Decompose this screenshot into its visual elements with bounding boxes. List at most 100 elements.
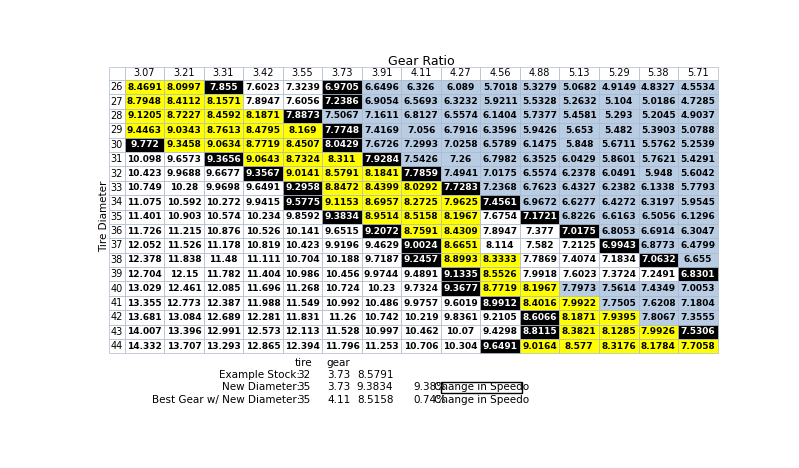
Bar	[362, 138, 401, 152]
Text: New Diameter:: New Diameter:	[221, 382, 300, 392]
Bar	[638, 253, 678, 267]
Bar	[109, 339, 125, 353]
Bar	[109, 296, 125, 310]
Bar	[204, 253, 243, 267]
Text: 4.9149: 4.9149	[601, 83, 636, 92]
Bar	[401, 109, 441, 123]
Text: 4.11: 4.11	[411, 68, 431, 79]
Text: 6.6914: 6.6914	[641, 227, 676, 235]
Bar	[480, 267, 520, 281]
Bar	[165, 281, 204, 296]
Bar	[362, 325, 401, 339]
Bar	[125, 95, 165, 109]
Text: 7.582: 7.582	[526, 241, 554, 250]
Text: 7.7859: 7.7859	[403, 169, 439, 178]
Bar	[599, 166, 638, 181]
Text: 5.0682: 5.0682	[562, 83, 597, 92]
Text: 5.9426: 5.9426	[523, 126, 557, 135]
Text: 12.281: 12.281	[246, 313, 280, 322]
Text: 27: 27	[111, 96, 123, 107]
Text: 12.085: 12.085	[206, 284, 240, 293]
Text: 6.4799: 6.4799	[680, 241, 715, 250]
Bar	[599, 253, 638, 267]
Text: 7.4561: 7.4561	[483, 198, 518, 207]
Bar	[441, 80, 480, 95]
Text: 3.21: 3.21	[173, 68, 195, 79]
Text: 11.988: 11.988	[245, 299, 280, 307]
Text: 12.689: 12.689	[206, 313, 240, 322]
Bar	[559, 339, 599, 353]
Bar	[441, 238, 480, 253]
Bar	[243, 267, 283, 281]
Text: 8.1967: 8.1967	[523, 284, 557, 293]
Bar	[441, 224, 480, 238]
Text: 14.332: 14.332	[127, 342, 162, 351]
Bar	[559, 138, 599, 152]
Text: 10.07: 10.07	[447, 327, 475, 336]
Text: 7.8947: 7.8947	[245, 97, 280, 106]
Bar	[678, 123, 718, 138]
Text: 9.3567: 9.3567	[245, 169, 280, 178]
Bar	[678, 80, 718, 95]
Text: 35: 35	[111, 212, 123, 222]
Bar	[322, 238, 362, 253]
Bar	[165, 166, 204, 181]
Text: 7.6754: 7.6754	[483, 212, 518, 221]
Text: 8.1784: 8.1784	[641, 342, 676, 351]
Text: 3.91: 3.91	[371, 68, 392, 79]
Text: 6.6163: 6.6163	[602, 212, 636, 221]
Bar	[520, 224, 559, 238]
Bar	[243, 67, 283, 80]
Bar	[638, 166, 678, 181]
Text: 7.7973: 7.7973	[562, 284, 597, 293]
Text: 8.7227: 8.7227	[166, 111, 201, 120]
Bar	[362, 339, 401, 353]
Text: 9.7187: 9.7187	[364, 256, 399, 264]
Bar	[109, 267, 125, 281]
Bar	[638, 296, 678, 310]
Text: 7.5426: 7.5426	[403, 154, 439, 164]
Bar	[322, 267, 362, 281]
Text: 8.7719: 8.7719	[245, 140, 280, 149]
Bar	[441, 152, 480, 166]
Bar	[125, 138, 165, 152]
Text: 7.0175: 7.0175	[483, 169, 518, 178]
Text: 14.007: 14.007	[127, 327, 161, 336]
Bar	[125, 253, 165, 267]
Bar	[243, 224, 283, 238]
Bar	[441, 195, 480, 210]
Bar	[441, 123, 480, 138]
Bar	[401, 138, 441, 152]
Bar	[125, 296, 165, 310]
Bar	[322, 95, 362, 109]
Bar	[283, 253, 322, 267]
Text: 6.5789: 6.5789	[483, 140, 518, 149]
Text: 7.9625: 7.9625	[443, 198, 478, 207]
Text: 5.7018: 5.7018	[483, 83, 518, 92]
Text: 10.749: 10.749	[127, 183, 162, 192]
Bar	[638, 339, 678, 353]
Text: 12.378: 12.378	[127, 256, 162, 264]
Bar	[204, 109, 243, 123]
Bar	[599, 152, 638, 166]
Bar	[520, 210, 559, 224]
Text: 12.865: 12.865	[246, 342, 280, 351]
Bar	[362, 95, 401, 109]
Text: 32: 32	[111, 168, 123, 179]
Bar	[322, 152, 362, 166]
Text: 7.2491: 7.2491	[641, 270, 676, 279]
Bar	[125, 181, 165, 195]
Bar	[283, 310, 322, 325]
Text: 6.3047: 6.3047	[681, 227, 715, 235]
Text: 6.5574: 6.5574	[443, 111, 478, 120]
Text: 11.215: 11.215	[167, 227, 201, 235]
Bar	[283, 296, 322, 310]
Text: 10.456: 10.456	[324, 270, 360, 279]
Text: 7.855: 7.855	[209, 83, 238, 92]
Text: Example Stock:: Example Stock:	[219, 370, 300, 380]
Bar	[480, 181, 520, 195]
Text: 8.1967: 8.1967	[443, 212, 478, 221]
Bar	[559, 210, 599, 224]
Bar	[559, 181, 599, 195]
Text: 9.9688: 9.9688	[166, 169, 201, 178]
